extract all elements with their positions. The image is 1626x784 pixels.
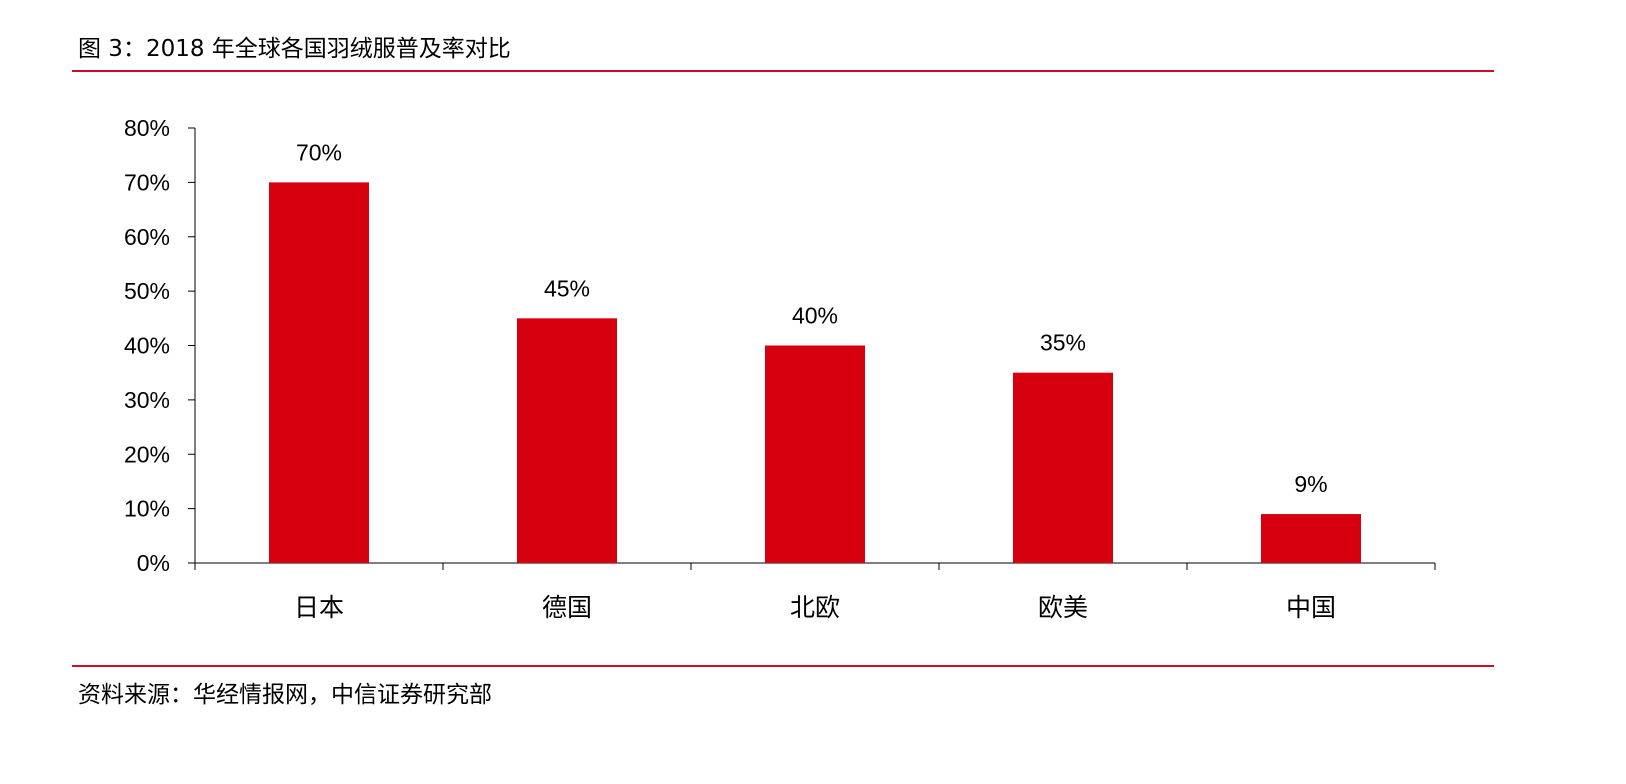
y-tick-label: 60%: [124, 224, 170, 250]
bottom-rule: [72, 665, 1494, 667]
source-note: 资料来源：华经情报网，中信证券研究部: [78, 682, 492, 708]
y-tick-label: 40%: [124, 333, 170, 359]
bar-value-label: 70%: [296, 139, 342, 165]
bar-value-label: 45%: [544, 275, 590, 301]
x-category-label: 欧美: [1038, 594, 1088, 622]
y-tick-label: 20%: [124, 441, 170, 467]
x-category-label: 日本: [294, 594, 344, 622]
bar-2: [517, 318, 617, 563]
bar-1: [269, 182, 369, 563]
y-tick-label: 10%: [124, 496, 170, 522]
y-tick-label: 70%: [124, 169, 170, 195]
y-tick-label: 50%: [124, 278, 170, 304]
bar-3: [765, 345, 865, 563]
top-rule: [72, 70, 1494, 72]
bar-5: [1261, 514, 1361, 563]
x-category-label: 中国: [1286, 594, 1336, 622]
bar-4: [1013, 372, 1113, 563]
bar-value-label: 40%: [792, 303, 838, 329]
x-category-label: 德国: [542, 594, 592, 622]
y-tick-label: 30%: [124, 387, 170, 413]
y-tick-label: 80%: [124, 115, 170, 141]
bar-value-label: 35%: [1040, 330, 1086, 356]
bar-value-label: 9%: [1294, 471, 1327, 497]
y-tick-label: 0%: [137, 550, 170, 576]
figure-title: 图 3：2018 年全球各国羽绒服普及率对比: [78, 36, 511, 62]
x-category-label: 北欧: [790, 594, 840, 622]
